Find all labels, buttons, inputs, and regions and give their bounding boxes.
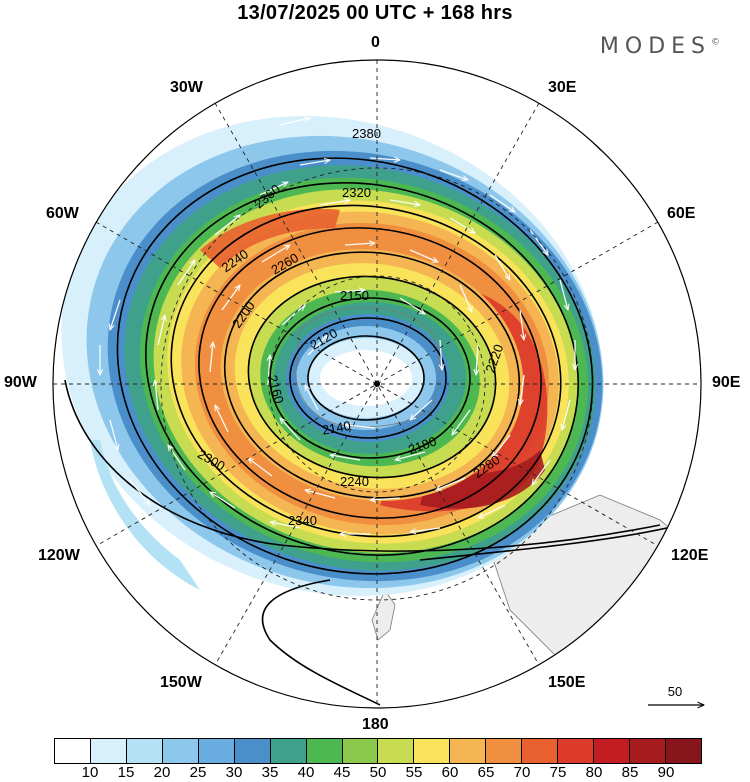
colorbar-swatch bbox=[270, 739, 307, 763]
outer-contour-south bbox=[64, 379, 661, 552]
colorbar-tick-label: 50 bbox=[369, 764, 387, 781]
contour-label: 2320 bbox=[342, 185, 371, 200]
antarctica-coast bbox=[295, 307, 440, 428]
colorbar-swatch bbox=[90, 739, 127, 763]
contour-label: 2140 bbox=[321, 418, 352, 438]
far-south-contour-east bbox=[419, 524, 681, 561]
colorbar-tick-label: 45 bbox=[333, 764, 351, 781]
colorbar-tick-label: 40 bbox=[297, 764, 315, 781]
far-south-contour bbox=[261, 579, 381, 706]
colorbar-swatch bbox=[378, 739, 415, 763]
colorbar-tick-label: 65 bbox=[477, 764, 495, 781]
map-disk: 2380 2360 2320 2240 2260 2150 2120 2200 … bbox=[53, 60, 701, 708]
lon-label-120w: 120W bbox=[38, 547, 80, 564]
lon-label-30e: 30E bbox=[548, 79, 577, 96]
contour-label: 2240 bbox=[340, 474, 369, 489]
contour-label: 2340 bbox=[288, 513, 317, 528]
wind-vectors bbox=[100, 110, 575, 556]
colorbar bbox=[54, 738, 702, 764]
colorbar-tick-label: 10 bbox=[81, 764, 99, 781]
jet-core-west bbox=[200, 208, 340, 268]
colorbar-tick-label: 90 bbox=[657, 764, 675, 781]
colorbar-swatch bbox=[558, 739, 595, 763]
reference-vector-label: 50 bbox=[667, 684, 683, 699]
colorbar-swatch bbox=[486, 739, 523, 763]
contour-label: 2380 bbox=[352, 126, 381, 141]
colorbar-swatch bbox=[450, 739, 487, 763]
lon-label-120e: 120E bbox=[671, 547, 709, 564]
colorbar-tick-label: 75 bbox=[549, 764, 567, 781]
colorbar-swatch bbox=[126, 739, 163, 763]
lon-label-180: 180 bbox=[362, 716, 389, 733]
lon-label-30w: 30W bbox=[170, 79, 203, 96]
colorbar-tick-label: 80 bbox=[585, 764, 603, 781]
colorbar-swatch bbox=[342, 739, 379, 763]
lon-label-60e: 60E bbox=[667, 205, 696, 222]
colorbar-tick-label: 70 bbox=[513, 764, 531, 781]
colorbar-swatch bbox=[594, 739, 630, 763]
colorbar-swatch bbox=[198, 739, 235, 763]
colorbar-tick-label: 15 bbox=[117, 764, 135, 781]
lon-label-90e: 90E bbox=[712, 374, 741, 391]
colorbar-tick-label: 55 bbox=[405, 764, 423, 781]
colorbar-swatch bbox=[665, 739, 701, 763]
colorbar-swatch bbox=[522, 739, 559, 763]
contour-label: 2160 bbox=[265, 373, 287, 405]
lon-label-150e: 150E bbox=[548, 674, 586, 691]
colorbar-swatch bbox=[234, 739, 271, 763]
colorbar-tick-label: 35 bbox=[261, 764, 279, 781]
map-title: 13/07/2025 00 UTC + 168 hrs bbox=[237, 2, 513, 24]
new-zealand-land bbox=[371, 589, 396, 641]
colorbar-ticks: 10 15 20 25 30 35 40 45 50 55 60 65 70 75 80 85 90 bbox=[54, 764, 702, 782]
colorbar-tick-label: 85 bbox=[621, 764, 639, 781]
colorbar-tick-label: 20 bbox=[153, 764, 171, 781]
south-pole-dot bbox=[374, 381, 380, 387]
colorbar-swatch bbox=[630, 739, 666, 763]
colorbar-tick-label: 60 bbox=[441, 764, 459, 781]
jet-core-southeast bbox=[420, 450, 545, 509]
map-boundary bbox=[52, 59, 702, 709]
colorbar-tick-label: 25 bbox=[189, 764, 207, 781]
colorbar-swatch bbox=[162, 739, 199, 763]
lon-label-60w: 60W bbox=[46, 205, 79, 222]
colorbar-swatch bbox=[414, 739, 451, 763]
lon-label-0: 0 bbox=[371, 34, 380, 51]
colorbar-swatch bbox=[55, 739, 91, 763]
lon-label-150w: 150W bbox=[160, 674, 202, 691]
colorbar-swatch bbox=[306, 739, 343, 763]
colorbar-tick-label: 30 bbox=[225, 764, 243, 781]
wind-speed-shading bbox=[61, 115, 604, 597]
modes-logo: MODES© bbox=[599, 34, 720, 59]
contour-label: 2150 bbox=[340, 288, 369, 303]
lon-label-90w: 90W bbox=[4, 374, 37, 391]
